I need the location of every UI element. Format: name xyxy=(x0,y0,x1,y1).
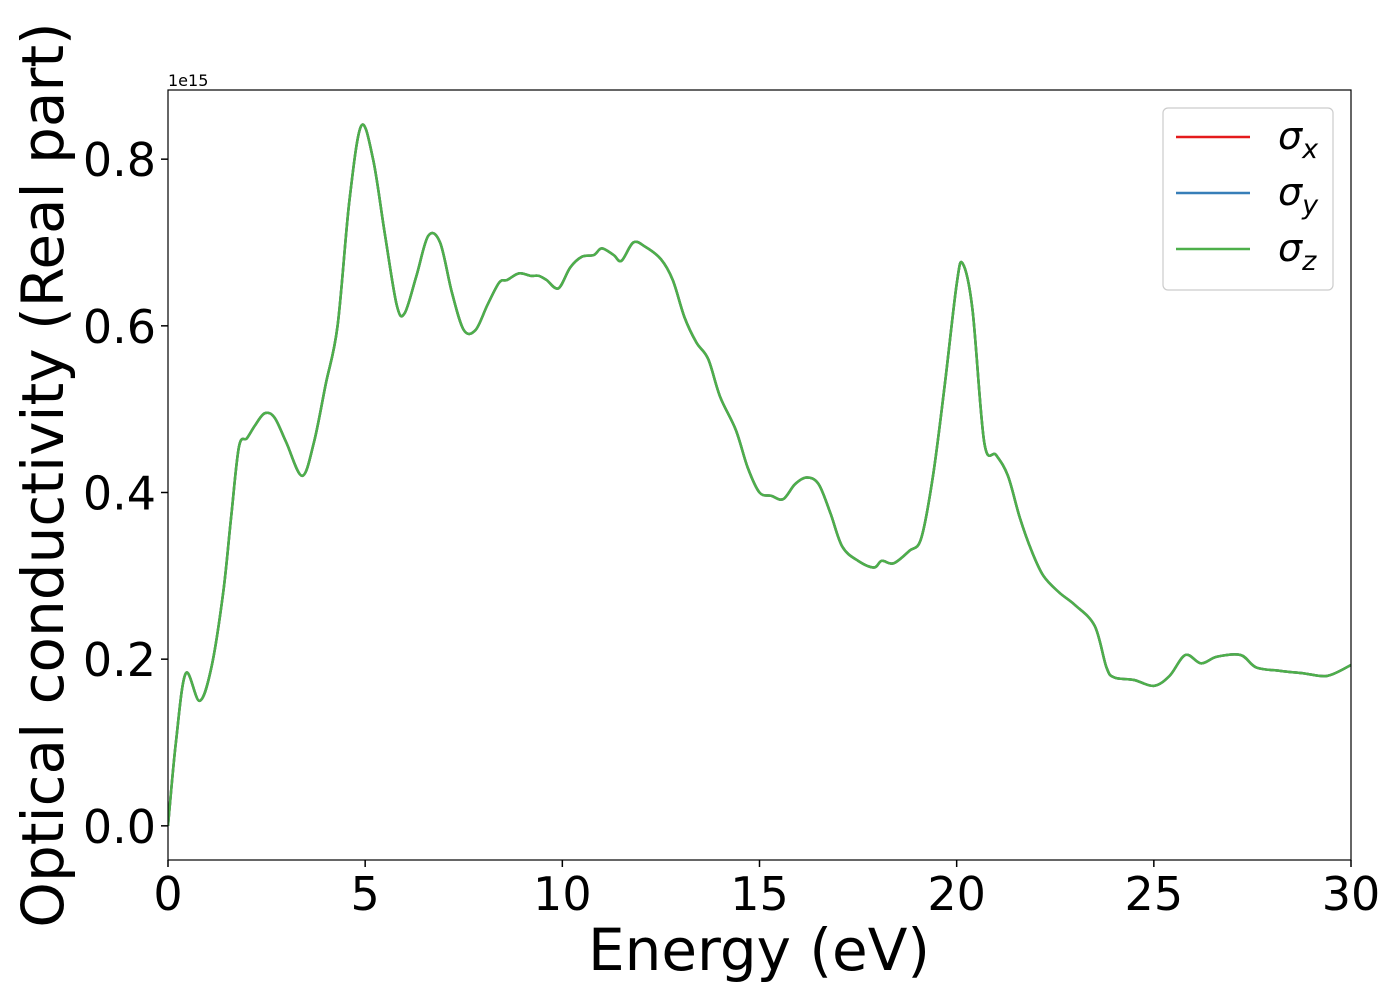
series-line xyxy=(168,123,1351,826)
y-tick-label: 0.2 xyxy=(83,633,156,687)
y-tick-label: 0.0 xyxy=(83,800,156,854)
y-tick-label: 0.6 xyxy=(83,300,156,354)
x-tick-label: 20 xyxy=(927,867,986,921)
x-tick-label: 25 xyxy=(1125,867,1184,921)
x-tick-label: 10 xyxy=(533,867,592,921)
y-axis-label: Optical conductivity (Real part) xyxy=(9,22,77,927)
y-offset-label: 1e15 xyxy=(168,71,208,90)
y-tick-label: 0.4 xyxy=(83,467,156,521)
plot-frame xyxy=(167,89,1352,861)
x-tick-label: 5 xyxy=(351,867,380,921)
legend-label: σz xyxy=(1278,226,1317,277)
y-tick-label: 0.8 xyxy=(83,133,156,187)
x-axis-label: Energy (eV) xyxy=(588,916,930,984)
legend-label: σy xyxy=(1278,170,1319,221)
x-tick-label: 15 xyxy=(730,867,789,921)
x-tick-label: 30 xyxy=(1322,867,1381,921)
legend-box xyxy=(1162,107,1334,291)
x-tick-label: 0 xyxy=(153,867,182,921)
legend-label: σx xyxy=(1278,114,1319,165)
